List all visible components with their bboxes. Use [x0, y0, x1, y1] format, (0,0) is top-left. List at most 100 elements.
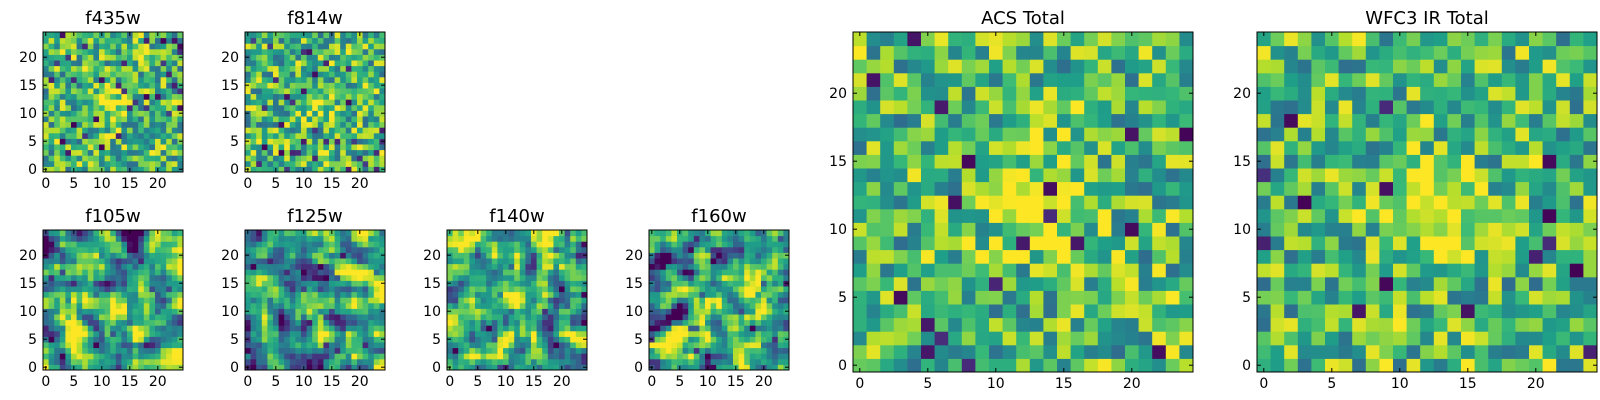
heatmap-cell: [660, 314, 667, 321]
heatmap-cell: [160, 241, 167, 248]
heatmap-cell: [733, 246, 740, 253]
heatmap-cell: [564, 291, 571, 298]
heatmap-cell: [143, 138, 150, 145]
heatmap-cell: [138, 65, 145, 72]
heatmap-cell: [1097, 127, 1112, 142]
heatmap-cell: [284, 291, 291, 298]
heatmap-cell: [362, 160, 369, 167]
heatmap-cell: [99, 241, 106, 248]
heatmap-cell: [368, 37, 375, 44]
heatmap-cell: [564, 330, 571, 337]
heatmap-cell: [59, 364, 66, 371]
heatmap-cell: [110, 274, 117, 281]
heatmap-cell: [127, 252, 134, 259]
heatmap-cell: [853, 86, 868, 101]
x-tick-label: 15: [323, 374, 341, 390]
heatmap-cells: [447, 230, 588, 371]
heatmap-cell: [256, 230, 263, 237]
heatmap-cell: [149, 235, 156, 242]
heatmap-cell: [1488, 358, 1503, 373]
heatmap-cell: [379, 48, 386, 55]
heatmap-cell: [166, 241, 173, 248]
heatmap-cell: [379, 235, 386, 242]
heatmap-cell: [345, 269, 352, 276]
heatmap-cell: [1057, 168, 1072, 183]
heatmap-cell: [362, 263, 369, 270]
heatmap-cell: [497, 342, 504, 349]
heatmap-cell: [93, 263, 100, 270]
heatmap-cell: [660, 230, 667, 237]
heatmap-cell: [306, 149, 313, 156]
heatmap-cell: [127, 325, 134, 332]
heatmap-cell: [368, 104, 375, 111]
heatmap-cell: [368, 99, 375, 106]
heatmap-cell: [138, 37, 145, 44]
heatmap-cell: [866, 331, 881, 346]
heatmap-cell: [542, 342, 549, 349]
heatmap-cell: [115, 274, 122, 281]
heatmap-cell: [110, 48, 117, 55]
heatmap-cell: [654, 291, 661, 298]
heatmap-cell: [284, 280, 291, 287]
heatmap-cell: [71, 308, 78, 315]
heatmap-cell: [177, 302, 184, 309]
heatmap-cell: [261, 308, 268, 315]
heatmap-cell: [783, 269, 790, 276]
heatmap-cell: [351, 230, 358, 237]
heatmap-cell: [677, 353, 684, 360]
heatmap-cell: [755, 347, 762, 354]
heatmap-cell: [82, 314, 89, 321]
heatmap-cell: [273, 132, 280, 139]
heatmap-cell: [250, 230, 257, 237]
heatmap-cell: [1352, 208, 1367, 223]
heatmap-cell: [121, 116, 128, 123]
heatmap-cell: [250, 353, 257, 360]
heatmap-cell: [256, 241, 263, 248]
heatmap-cell: [379, 230, 386, 237]
heatmap-cell: [766, 274, 773, 281]
heatmap-cell: [306, 342, 313, 349]
axis-frame: [446, 229, 588, 371]
heatmap-cell: [127, 342, 134, 349]
heatmap-cell: [115, 104, 122, 111]
heatmap-cell: [1433, 236, 1448, 251]
heatmap-cell: [1111, 304, 1126, 319]
heatmap-cell: [989, 290, 1004, 305]
heatmap-cell: [261, 110, 268, 117]
heatmap-cell: [115, 88, 122, 95]
heatmap-cell: [171, 110, 178, 117]
heatmap-cell: [312, 330, 319, 337]
heatmap-cell: [486, 342, 493, 349]
heatmap-cell: [536, 336, 543, 343]
heatmap-cell: [1284, 181, 1299, 196]
heatmap-cell: [166, 330, 173, 337]
heatmap-cell: [43, 274, 50, 281]
heatmap-cell: [155, 43, 162, 50]
heatmap-cell: [245, 116, 252, 123]
heatmap-cell: [323, 302, 330, 309]
heatmap-cell: [149, 291, 156, 298]
heatmap-cell: [1569, 181, 1584, 196]
heatmap-cell: [1447, 290, 1462, 305]
heatmap-cell: [373, 71, 380, 78]
x-tick-label: 15: [323, 176, 341, 192]
heatmap-cell: [1165, 181, 1180, 196]
heatmap-cell: [570, 246, 577, 253]
heatmap-cell: [866, 100, 881, 115]
heatmap-cell: [480, 358, 487, 365]
heatmap-cell: [452, 241, 459, 248]
heatmap-cell: [475, 291, 482, 298]
heatmap-cell: [536, 274, 543, 281]
heatmap-cell: [104, 347, 111, 354]
heatmap-cell: [907, 86, 922, 101]
heatmap-cell: [733, 291, 740, 298]
heatmap-cell: [733, 235, 740, 242]
heatmap-cell: [514, 325, 521, 332]
heatmap-cell: [171, 302, 178, 309]
heatmap-cell: [340, 342, 347, 349]
heatmap-cell: [306, 54, 313, 61]
heatmap-cell: [379, 258, 386, 265]
heatmap-cell: [345, 160, 352, 167]
heatmap-cell: [329, 263, 336, 270]
heatmap-cell: [99, 110, 106, 117]
